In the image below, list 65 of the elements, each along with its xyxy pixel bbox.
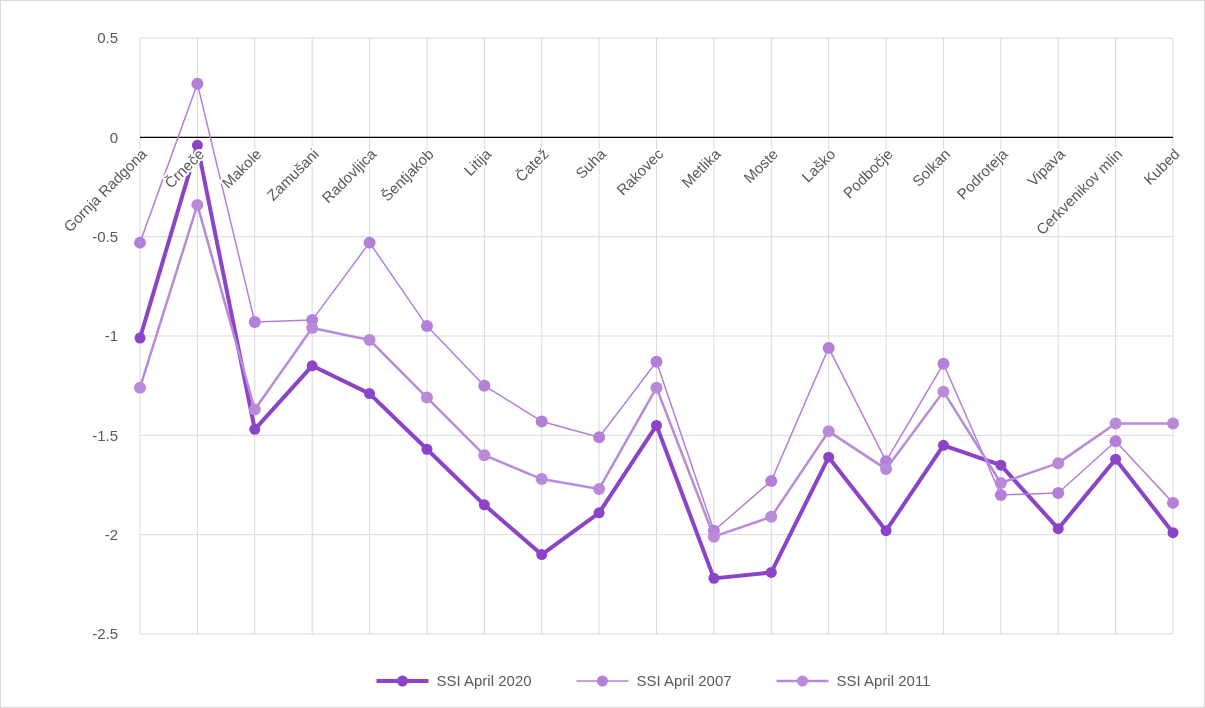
y-tick-label: 0 (109, 128, 118, 146)
point (765, 510, 778, 523)
x-tick-label: Litija (460, 144, 495, 179)
point (651, 419, 662, 431)
point (937, 385, 950, 398)
legend-label: SSI April 2020 (436, 672, 532, 690)
point (248, 403, 261, 416)
point (1052, 457, 1065, 470)
point (995, 459, 1007, 471)
point (306, 360, 318, 372)
point (1167, 417, 1179, 430)
point (880, 463, 893, 476)
point (420, 320, 433, 333)
point (1167, 527, 1179, 539)
point (937, 357, 950, 370)
point (1052, 523, 1064, 535)
point (937, 439, 949, 451)
point (765, 566, 777, 578)
y-tick-label: 0.5 (97, 29, 118, 47)
point (364, 388, 376, 400)
point (363, 236, 376, 249)
point (593, 431, 606, 444)
point (134, 381, 146, 394)
point (535, 415, 548, 428)
y-tick-label: -2.5 (92, 625, 118, 643)
legend-label: SSI April 2011 (836, 672, 931, 690)
point (650, 355, 663, 368)
point (420, 391, 433, 404)
point (134, 332, 146, 344)
point (593, 507, 605, 519)
point (822, 425, 835, 438)
point (421, 443, 433, 455)
point (191, 198, 204, 211)
point (765, 475, 778, 488)
y-tick-label: -1 (104, 327, 118, 345)
point (536, 549, 548, 561)
point (823, 451, 835, 463)
point (191, 77, 204, 90)
y-tick-label: -1.5 (92, 426, 118, 444)
point (363, 333, 376, 346)
point (1167, 496, 1179, 509)
point (880, 525, 892, 537)
point (134, 236, 146, 249)
point (248, 316, 261, 329)
point (1110, 453, 1122, 465)
point (593, 482, 606, 495)
point (708, 572, 720, 584)
point (191, 139, 203, 151)
point (478, 379, 491, 392)
point (1052, 486, 1065, 499)
point (650, 381, 663, 394)
point (478, 449, 491, 462)
legend-label: SSI April 2007 (636, 672, 732, 690)
point (478, 499, 490, 511)
point (535, 473, 548, 486)
point (1109, 417, 1122, 430)
point (306, 322, 319, 335)
point (707, 530, 720, 543)
point (822, 341, 835, 354)
point (1109, 435, 1122, 448)
y-tick-label: -2 (104, 525, 118, 543)
y-tick-label: -0.5 (92, 227, 118, 245)
point (994, 477, 1007, 490)
point (994, 488, 1007, 501)
point (249, 423, 261, 435)
